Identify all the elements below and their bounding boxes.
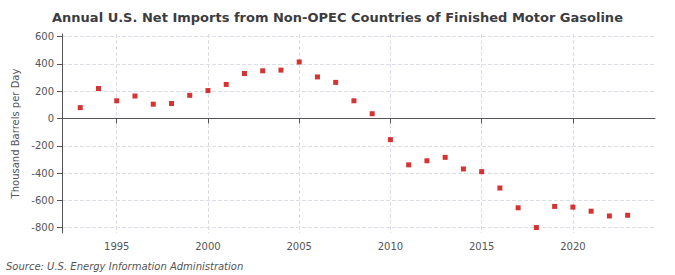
svg-text:2020: 2020 xyxy=(560,241,585,252)
svg-text:-600: -600 xyxy=(31,195,54,206)
svg-text:2015: 2015 xyxy=(469,241,494,252)
svg-text:Source: U.S. Energy Informatio: Source: U.S. Energy Information Administ… xyxy=(6,261,243,272)
svg-text:600: 600 xyxy=(35,31,54,42)
svg-text:2010: 2010 xyxy=(378,241,403,252)
svg-text:Annual U.S. Net Imports from N: Annual U.S. Net Imports from Non-OPEC Co… xyxy=(52,10,623,25)
svg-text:-800: -800 xyxy=(31,222,54,233)
svg-text:2005: 2005 xyxy=(286,241,311,252)
svg-text:2000: 2000 xyxy=(195,241,220,252)
svg-text:-200: -200 xyxy=(31,140,54,151)
svg-text:0: 0 xyxy=(48,113,54,124)
svg-text:1995: 1995 xyxy=(104,241,129,252)
svg-text:-400: -400 xyxy=(31,168,54,179)
svg-text:Thousand Barrels per Day: Thousand Barrels per Day xyxy=(10,69,21,200)
svg-text:200: 200 xyxy=(35,86,54,97)
svg-text:400: 400 xyxy=(35,58,54,69)
